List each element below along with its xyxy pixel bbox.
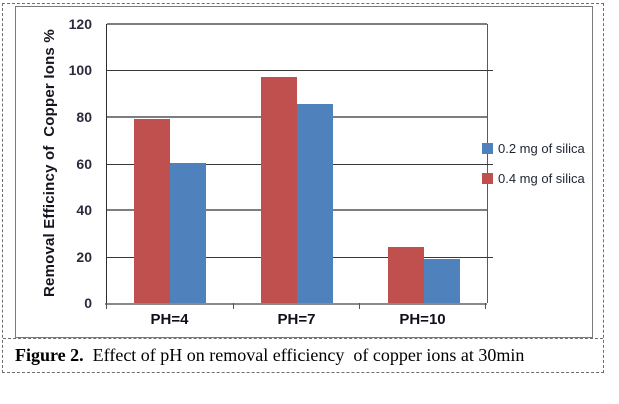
chart-legend: 0.2 mg of silica 0.4 mg of silica: [482, 142, 585, 202]
x-axis-tick: [106, 303, 107, 309]
x-category-labels: PH=4 PH=7 PH=10: [106, 303, 486, 333]
plot-area: [106, 23, 493, 303]
x-axis-tick: [359, 303, 360, 309]
y-tick-label: 60: [76, 156, 92, 172]
y-tick-label: 120: [68, 16, 92, 32]
y-tick-label: 80: [76, 109, 92, 125]
y-tick-label: 100: [68, 62, 92, 78]
gridline-100: [107, 70, 493, 71]
bar-0.4-ph=10: [388, 247, 424, 303]
bar-0.2-ph=4: [170, 163, 206, 303]
legend-item: 0.4 mg of silica: [482, 172, 585, 185]
legend-swatch-icon: [482, 173, 493, 184]
bar-0.2-ph=10: [424, 259, 460, 303]
x-category-label: PH=7: [277, 311, 316, 328]
figure-caption: Figure 2. Effect of pH on removal effici…: [3, 338, 603, 372]
bar-0.4-ph=7: [261, 77, 297, 303]
gridline-120: [107, 23, 487, 25]
caption-text: Effect of pH on removal efficiency of co…: [83, 345, 525, 365]
legend-swatch-icon: [482, 143, 493, 154]
x-category-label: PH=10: [399, 311, 446, 328]
x-axis-tick: [485, 303, 486, 309]
y-tick-label: 0: [84, 295, 92, 311]
legend-item: 0.2 mg of silica: [482, 142, 585, 155]
x-axis-tick: [233, 303, 234, 309]
y-axis-title: Removal Efficincy of Copper Ions %: [41, 29, 58, 298]
y-tick-label: 20: [76, 249, 92, 265]
bar-0.4-ph=4: [134, 119, 170, 303]
chart-frame: [15, 6, 593, 338]
legend-item-label: 0.4 mg of silica: [498, 171, 585, 186]
x-axis-line: [105, 303, 487, 305]
bar-0.2-ph=7: [297, 104, 333, 303]
caption-label: Figure 2.: [15, 345, 84, 365]
y-tick-label: 40: [76, 202, 92, 218]
y-tick-labels: 0 20 40 60 80 100 120: [58, 16, 94, 311]
chart-area: Removal Efficincy of Copper Ions % 0 20 40…: [3, 4, 603, 338]
legend-item-label: 0.2 mg of silica: [498, 141, 585, 156]
x-category-label: PH=4: [150, 311, 189, 328]
figure-box: Removal Efficincy of Copper Ions % 0 20 40…: [2, 3, 604, 373]
